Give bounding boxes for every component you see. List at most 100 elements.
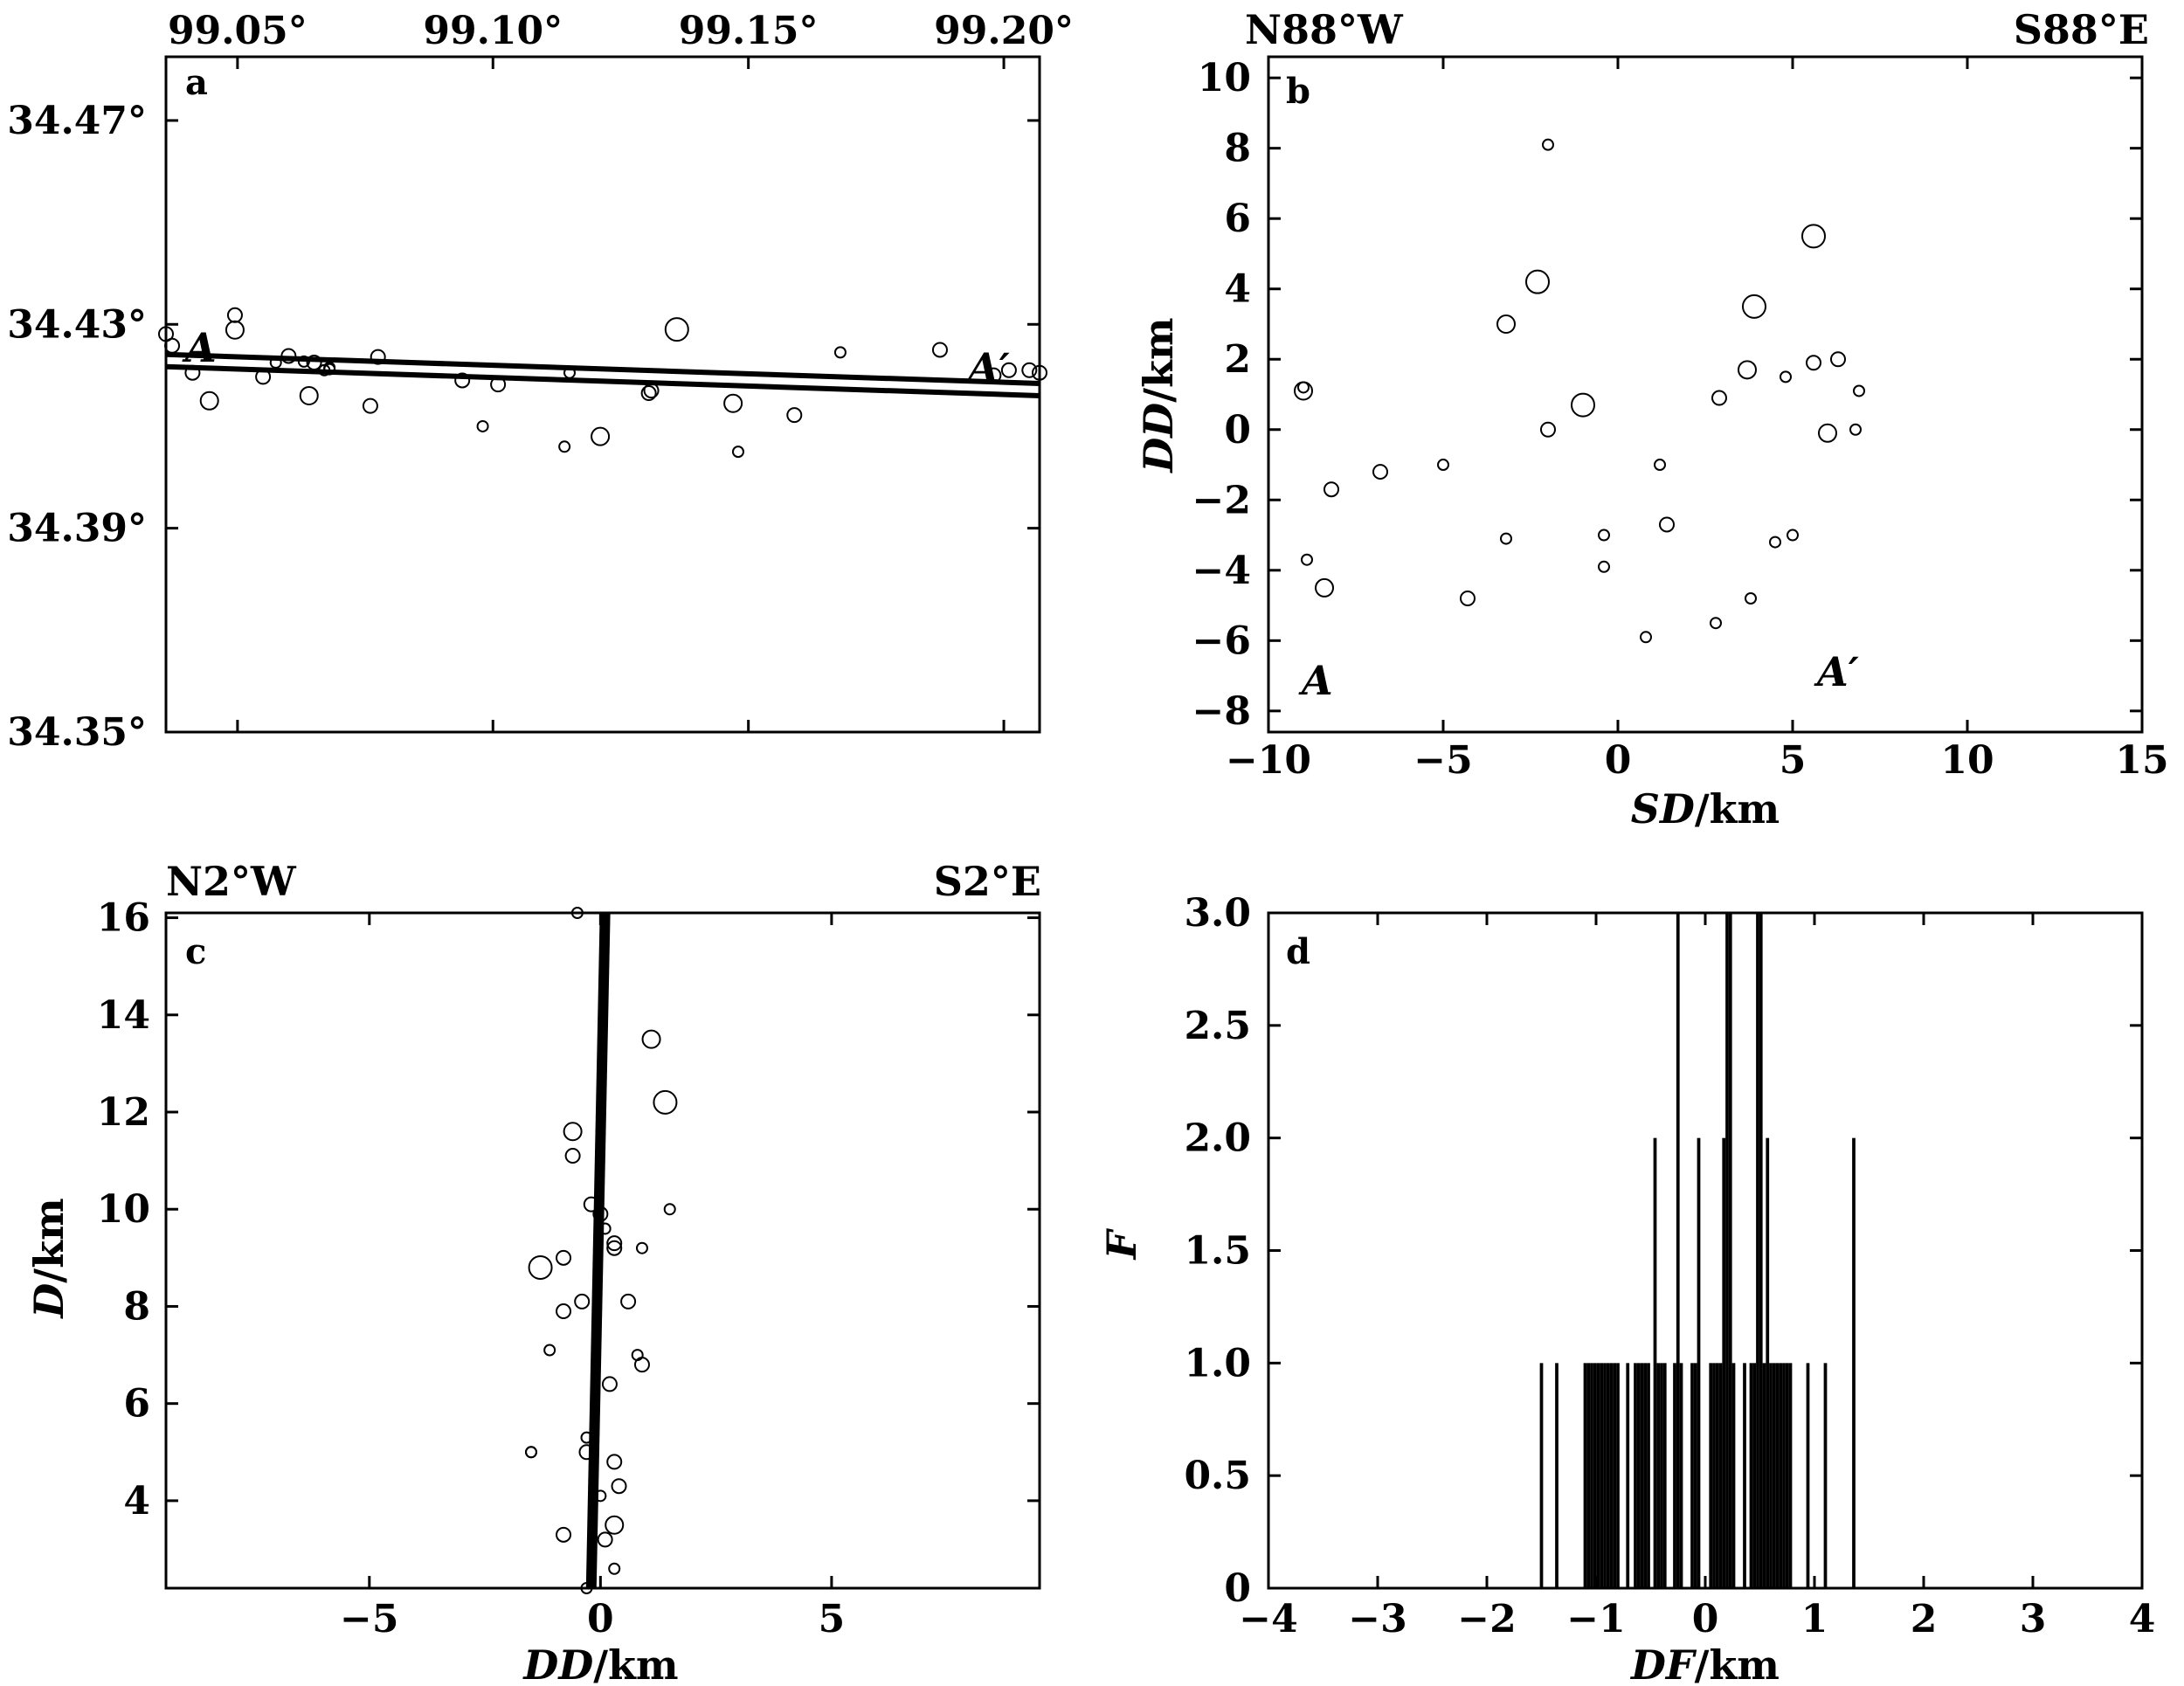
- x-axis-label-symbol: DF: [1629, 1641, 1697, 1686]
- y-tick-label: 1.0: [1184, 1341, 1251, 1385]
- hypocenter-point: [1745, 592, 1757, 605]
- hypocenter-point: [556, 1303, 572, 1320]
- histogram-bar: [1697, 1137, 1701, 1588]
- hypocenter-point: [556, 1526, 572, 1543]
- plot-frame: [1267, 55, 2144, 734]
- y-tick-label: 3.0: [1184, 891, 1251, 936]
- hypocenter-point: [524, 1446, 537, 1459]
- hypocenter-point: [580, 1582, 593, 1594]
- hypocenter-point: [631, 1349, 644, 1362]
- histogram-bar: [1775, 1363, 1780, 1588]
- hypocenter-point: [608, 1562, 621, 1575]
- hypocenter-point: [1787, 529, 1799, 542]
- y-tick-label: 12: [97, 1090, 150, 1135]
- histogram-bar: [1596, 1363, 1600, 1588]
- hypocenter-point: [611, 1478, 627, 1495]
- histogram-bar: [1749, 1363, 1753, 1588]
- histogram-bar: [1643, 1363, 1648, 1588]
- x-tick-label: −2: [1457, 1597, 1516, 1641]
- hypocenter-point: [1830, 351, 1846, 368]
- y-tick-label: 14: [97, 993, 150, 1038]
- epicenter-point: [199, 390, 219, 411]
- x-tick-label: −5: [1413, 738, 1472, 783]
- x-axis-label-unit: /km: [593, 1641, 678, 1686]
- histogram-bar: [1823, 1363, 1828, 1588]
- histogram-bar: [1606, 1363, 1610, 1588]
- hypocenter-point: [1654, 459, 1666, 472]
- histogram-bar: [1626, 1363, 1630, 1588]
- histogram-bar: [1718, 1363, 1723, 1588]
- hypocenter-point: [1711, 390, 1727, 406]
- histogram-bar: [1756, 913, 1759, 1588]
- panel-letter: a: [185, 62, 208, 103]
- hypocenter-point: [1297, 381, 1310, 394]
- epicenter-point: [643, 383, 660, 399]
- x-tick-label: −5: [340, 1597, 398, 1641]
- histogram-bar: [1590, 1363, 1593, 1588]
- histogram-bar: [1616, 1363, 1620, 1588]
- epicenter-point: [591, 426, 611, 446]
- histogram-bar: [1715, 1363, 1719, 1588]
- x-tick-label: 15: [2115, 738, 2168, 783]
- x-tick-label: 99.05°: [168, 9, 308, 53]
- x-axis-label-symbol: DD: [522, 1641, 593, 1686]
- hypocenter-point: [653, 1089, 678, 1115]
- profile-start-label: A: [182, 324, 217, 371]
- y-axis-label-unit: /km: [25, 1198, 73, 1282]
- histogram-bar: [1640, 1363, 1644, 1588]
- histogram-bar: [1634, 1363, 1637, 1588]
- hypocenter-point: [1315, 577, 1334, 598]
- y-axis-label: D/km: [25, 1198, 73, 1319]
- epicenter-point: [225, 320, 245, 340]
- x-tick-label: 10: [1940, 738, 1994, 783]
- histogram-bar: [1712, 1363, 1716, 1588]
- y-tick-label: 10: [1198, 56, 1251, 100]
- histogram-bar: [1852, 1137, 1856, 1588]
- y-axis-label-symbol: D: [25, 1283, 73, 1320]
- y-tick-label: 6: [123, 1382, 150, 1427]
- y-tick-label: 16: [97, 896, 150, 941]
- x-tick-label: 3: [2020, 1597, 2047, 1641]
- y-axis-label-unit: /km: [1135, 317, 1182, 402]
- hypocenter-point: [1294, 381, 1313, 401]
- histogram-bar: [1539, 1363, 1544, 1588]
- y-tick-label: 2.5: [1184, 1004, 1251, 1048]
- histogram-bar: [1728, 913, 1732, 1588]
- epicenter-point: [454, 372, 471, 389]
- histogram-bar: [1653, 1137, 1657, 1588]
- histogram-bar: [1752, 1363, 1757, 1588]
- histogram-bar: [1636, 1363, 1641, 1588]
- histogram-bar: [1603, 1363, 1607, 1588]
- epicenter-point: [723, 393, 743, 413]
- epicenter-point: [490, 377, 507, 393]
- hypocenter-point: [1849, 423, 1862, 436]
- profile-end-label: A′: [964, 344, 1010, 391]
- histogram-bar: [1676, 913, 1680, 1588]
- hypocenter-point: [543, 1344, 556, 1357]
- x-tick-label: 2: [1911, 1597, 1938, 1641]
- hypocenter-point: [1806, 355, 1821, 371]
- hypocenter-point: [1460, 591, 1476, 607]
- histogram-bar: [1693, 1363, 1697, 1588]
- epicenter-point: [1000, 362, 1017, 378]
- y-tick-label: 34.35°: [7, 710, 147, 755]
- x-axis-label: DF/km: [1629, 1641, 1780, 1686]
- hypocenter-point: [594, 1489, 607, 1503]
- hypocenter-point: [1710, 617, 1722, 630]
- y-tick-label: 0.5: [1184, 1454, 1251, 1498]
- hypocenter-point: [578, 1444, 595, 1461]
- epicenter-point: [558, 440, 571, 453]
- epicenter-point: [664, 317, 689, 342]
- hypocenter-point: [1780, 370, 1792, 383]
- x-tick-label: 5: [1780, 738, 1807, 783]
- hypocenter-point: [570, 907, 584, 919]
- hypocenter-point: [563, 1122, 583, 1142]
- x-tick-label: 1: [1801, 1597, 1828, 1641]
- azimuth-left-label: N88°W: [1245, 6, 1404, 53]
- histogram-bar: [1679, 1363, 1683, 1588]
- hypocenter-point: [1301, 553, 1313, 566]
- x-tick-label: −10: [1226, 738, 1311, 783]
- histogram-bar: [1660, 1363, 1663, 1588]
